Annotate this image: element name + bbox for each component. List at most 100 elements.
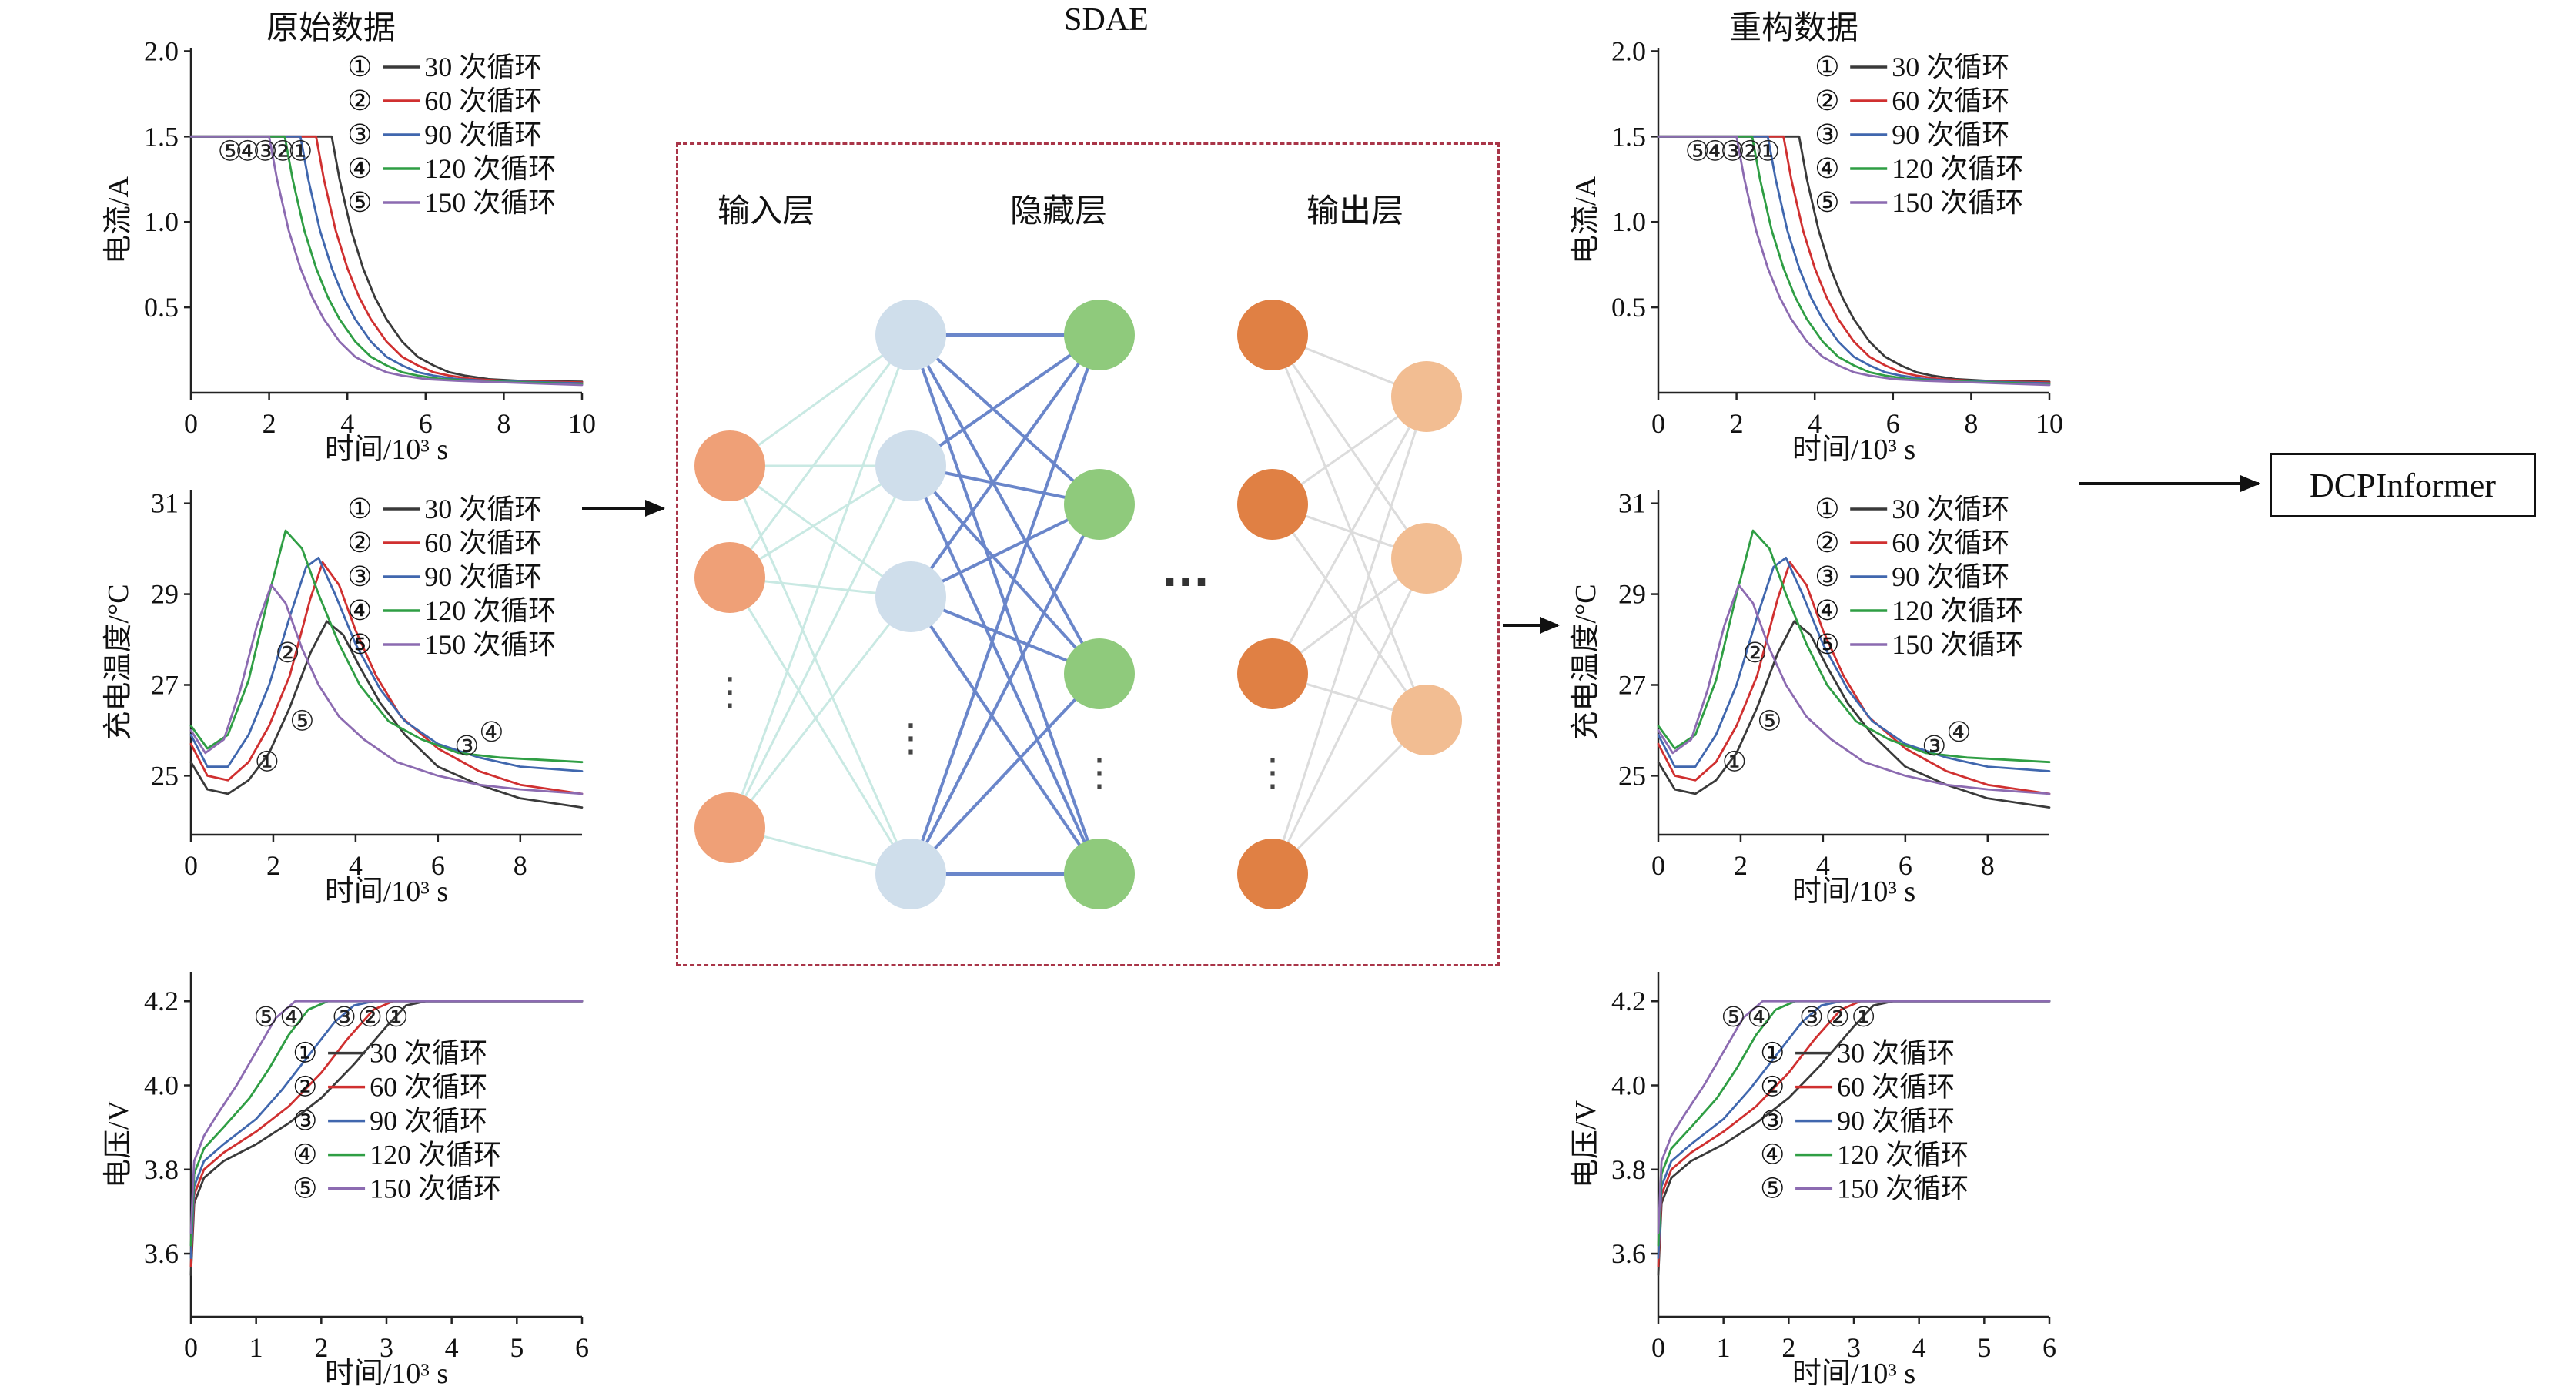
x-tick-label: 3 bbox=[1847, 1332, 1861, 1363]
curve-annotation: ① bbox=[255, 746, 279, 777]
reconstructed-current-chart: 0.5 1.0 1.5 2.0 0 2 4 6 8 10 时间/10³ s 电流/A ⑤ ④ ③ ② ① ① 30 … bbox=[1567, 32, 2063, 472]
series-line bbox=[1657, 135, 2051, 385]
legend-number: ⑤ bbox=[293, 1174, 317, 1204]
legend-number: ④ bbox=[1815, 153, 1839, 184]
network-edge bbox=[728, 465, 912, 829]
legend-number: ② bbox=[347, 527, 372, 558]
curve-annotation: ① bbox=[1755, 136, 1780, 166]
series-line bbox=[1657, 1000, 2051, 1276]
x-tick-label: 8 bbox=[514, 850, 527, 881]
series-line bbox=[1657, 135, 2051, 387]
legend-label: 150 次循环 bbox=[424, 187, 556, 218]
curve-annotation: ② bbox=[1825, 1002, 1850, 1033]
legend-label: 60 次循环 bbox=[370, 1072, 487, 1103]
x-tick-label: 6 bbox=[1899, 850, 1912, 881]
x-tick-label: 3 bbox=[380, 1332, 393, 1363]
network-edge bbox=[728, 596, 912, 829]
network-edge bbox=[909, 333, 1101, 598]
series-line bbox=[1657, 135, 2051, 383]
network-edge bbox=[729, 464, 912, 579]
y-tick-label: 4.0 bbox=[144, 1070, 179, 1101]
x-tick-label: 8 bbox=[1981, 850, 1995, 881]
curve-annotation: ⑤ bbox=[218, 136, 243, 166]
series-line bbox=[1657, 557, 2051, 772]
legend-label: 120 次循环 bbox=[1892, 595, 2023, 626]
network-node-hidden-3 bbox=[1237, 638, 1308, 709]
y-tick-label: 0.5 bbox=[1611, 292, 1646, 323]
series-line bbox=[1657, 1000, 2051, 1259]
legend-label: 60 次循环 bbox=[1892, 85, 2009, 116]
series-line bbox=[1657, 620, 2051, 809]
series-line bbox=[189, 620, 584, 809]
series-line bbox=[1657, 135, 2051, 386]
legend-label: 150 次循环 bbox=[1892, 187, 2023, 218]
curve-annotation: ⑤ bbox=[1721, 1002, 1745, 1033]
x-tick-label: 4 bbox=[1808, 408, 1822, 439]
curve-annotation: ③ bbox=[1922, 731, 1946, 762]
x-tick-label: 2 bbox=[1734, 850, 1748, 881]
series-line bbox=[189, 1000, 584, 1247]
x-axis-label: 时间/10³ s bbox=[1792, 1358, 1915, 1390]
curve-annotation: ① bbox=[288, 136, 313, 166]
series-line bbox=[189, 1000, 584, 1234]
network-node-hidden-3 bbox=[1237, 469, 1308, 540]
network-edge bbox=[1271, 396, 1428, 875]
x-tick-label: 4 bbox=[1816, 850, 1830, 881]
legend-label: 60 次循环 bbox=[424, 527, 542, 558]
network-diagram: ⋮ ⋮ ⋮ ⋮ ··· bbox=[694, 300, 1462, 909]
network-node-hidden-2 bbox=[1064, 300, 1135, 370]
x-axis-label: 时间/10³ s bbox=[325, 1358, 448, 1390]
curve-annotation: ② bbox=[1743, 638, 1768, 668]
legend-label: 90 次循环 bbox=[1892, 119, 2009, 150]
curve-annotation: ⑤ bbox=[1685, 136, 1710, 166]
series-line bbox=[189, 561, 584, 795]
sdae-dashed-box bbox=[676, 142, 1500, 966]
network-edge bbox=[909, 333, 1101, 506]
network-edge bbox=[909, 464, 1101, 675]
series-line bbox=[1657, 1000, 2051, 1234]
network-node-hidden-2 bbox=[1064, 839, 1135, 909]
y-tick-label: 4.2 bbox=[1611, 986, 1646, 1016]
y-tick-label: 27 bbox=[151, 669, 179, 700]
legend-label: 120 次循环 bbox=[424, 153, 556, 184]
legend-number: ④ bbox=[347, 153, 372, 184]
series-line bbox=[189, 135, 584, 385]
network-edge bbox=[1271, 334, 1428, 721]
legend-number: ⑤ bbox=[347, 187, 372, 218]
legend-number: ③ bbox=[293, 1106, 317, 1137]
legend-number: ① bbox=[1815, 494, 1839, 524]
reconstructed-temperature-chart: 25 27 29 31 0 2 4 6 8 时间/10³ s 充电温度/°C ② ⑤ ① ③ ④ ① 30 次循环… bbox=[1567, 474, 2060, 914]
legend-number: ① bbox=[293, 1038, 317, 1069]
network-node-input bbox=[694, 430, 765, 501]
series-line bbox=[1657, 584, 2051, 795]
legend-number: ③ bbox=[1815, 561, 1839, 592]
x-tick-label: 6 bbox=[575, 1332, 589, 1363]
voltage-chart-svg: 3.63.84.04.20 1 2 3 4 5 6时间/10³ s电压/V⑤ ④ ③ ② ①① 30 … bbox=[1570, 972, 2056, 1390]
original-temperature-chart: 25 27 29 31 0 2 4 6 8 时间/10³ s 充电温度/°C ② ⑤ ① ③ ④ ① 30 次循环… bbox=[100, 474, 593, 914]
y-tick-label: 1.5 bbox=[1611, 121, 1646, 152]
network-edge bbox=[1271, 504, 1428, 721]
y-tick-label: 4.2 bbox=[144, 986, 179, 1016]
curve-annotation: ⑤ bbox=[1757, 705, 1781, 736]
x-axis-label: 时间/10³ s bbox=[1792, 876, 1915, 908]
network-edge bbox=[1271, 558, 1428, 875]
x-tick-label: 2 bbox=[266, 850, 280, 881]
legend-number: ① bbox=[1815, 52, 1839, 82]
x-tick-label: 0 bbox=[1651, 408, 1665, 439]
legend-label: 120 次循环 bbox=[424, 595, 556, 626]
y-tick-label: 29 bbox=[1618, 579, 1646, 610]
series-line bbox=[189, 529, 584, 764]
legend-number: ② bbox=[1815, 527, 1839, 558]
legend-number: ① bbox=[347, 494, 372, 524]
legend-label: 90 次循环 bbox=[424, 119, 542, 150]
x-axis-label: 时间/10³ s bbox=[325, 434, 448, 466]
x-tick-label: 0 bbox=[184, 1332, 198, 1363]
legend-label: 60 次循环 bbox=[1892, 527, 2009, 558]
y-tick-label: 2.0 bbox=[1611, 35, 1646, 66]
y-axis-label: 电压/V bbox=[102, 1100, 135, 1188]
ellipsis-vertical-icon: ⋮ bbox=[1080, 750, 1119, 795]
x-tick-label: 4 bbox=[1912, 1332, 1926, 1363]
